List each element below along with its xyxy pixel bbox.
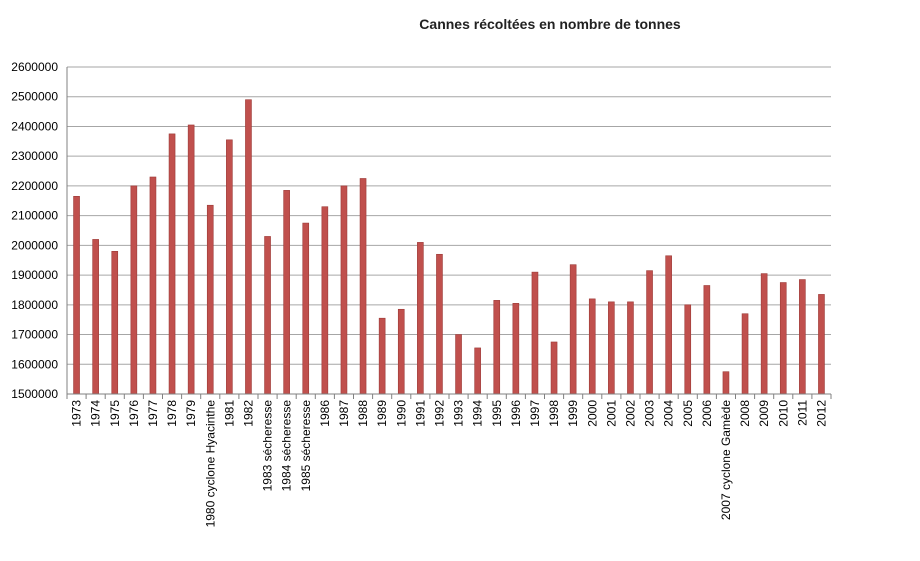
y-tick-label: 2200000 [11, 179, 58, 193]
x-tick-label: 1995 [490, 400, 504, 427]
y-tick-label: 1600000 [11, 357, 58, 371]
bar-13 [321, 206, 329, 395]
x-tick-label: 1982 [241, 400, 255, 427]
x-tick-label: 2001 [604, 400, 618, 427]
x-tick-label: 2008 [738, 400, 752, 427]
x-tick-label: 1991 [413, 400, 427, 427]
bar-25 [550, 341, 558, 395]
y-tick-label: 1700000 [11, 328, 58, 342]
bar-19 [436, 253, 443, 395]
bar-7 [206, 204, 214, 395]
bar-30 [646, 270, 653, 395]
x-tick-label: 2005 [681, 400, 695, 427]
bar-37 [779, 282, 787, 395]
x-tick-label: 1986 [318, 400, 332, 427]
x-tick-label: 1996 [509, 400, 523, 427]
bar-28 [608, 301, 615, 395]
bar-34 [722, 371, 730, 395]
x-tick-label: 1992 [432, 400, 446, 427]
x-tick-label: 1983 sécheresse [261, 400, 275, 492]
bar-26 [569, 264, 577, 395]
bar-4 [149, 176, 157, 395]
bar-24 [531, 271, 539, 395]
x-tick-label: 2007 cyclone Gamède [719, 400, 733, 520]
bar-27 [588, 298, 596, 395]
bar-18 [417, 242, 424, 395]
y-tick-label: 2000000 [11, 238, 58, 252]
x-tick-label: 1981 [222, 400, 236, 427]
y-tick-label: 2400000 [11, 119, 58, 133]
x-tick-label: 2011 [795, 400, 809, 426]
bar-12 [302, 222, 310, 395]
bar-39 [818, 294, 825, 395]
y-tick-label: 1800000 [11, 298, 58, 312]
x-tick-label: 1989 [375, 400, 389, 427]
bar-17 [397, 308, 405, 395]
x-tick-label: 1974 [89, 400, 103, 427]
y-tick-label: 2300000 [11, 149, 58, 163]
bar-38 [799, 279, 806, 395]
x-tick-label: 1997 [528, 400, 542, 427]
x-tick-label: 1980 cyclone Hyacinthe [203, 400, 217, 528]
bar-1 [92, 239, 99, 395]
x-tick-label: 2002 [623, 400, 637, 427]
bar-0 [73, 196, 80, 395]
x-tick-label: 1993 [452, 400, 466, 427]
bar-32 [684, 304, 692, 395]
chart-title: Cannes récoltées en nombre de tonnes [419, 16, 681, 32]
bar-22 [493, 300, 501, 395]
x-tick-label: 1975 [108, 400, 122, 427]
bar-2 [111, 251, 119, 395]
bar-3 [130, 185, 138, 395]
x-tick-label: 1999 [566, 400, 580, 427]
x-tick-label: 1994 [471, 400, 485, 427]
bar-35 [741, 313, 749, 395]
x-tick-label: 2012 [814, 400, 828, 427]
x-tick-label: 1990 [394, 400, 408, 427]
bar-23 [512, 303, 520, 395]
x-tick-label: 2010 [776, 400, 790, 427]
x-tick-label: 2006 [700, 400, 714, 427]
x-tick-label: 2003 [643, 400, 657, 427]
bar-16 [378, 317, 386, 395]
y-axis-tick-labels: 1500000 1600000 1700000 1800000 1900000 20000… [11, 60, 58, 401]
bars [73, 99, 825, 395]
x-tick-label: 1978 [165, 400, 179, 427]
x-tick-label: 1985 sécheresse [299, 400, 313, 492]
bar-9 [245, 99, 252, 395]
bar-29 [627, 301, 634, 395]
bar-6 [187, 124, 195, 395]
x-tick-label: 1998 [547, 400, 561, 427]
x-tick-label: 1977 [146, 400, 160, 427]
bar-31 [665, 255, 672, 395]
y-tick-label: 2600000 [11, 60, 58, 74]
bar-36 [760, 273, 768, 395]
x-tick-label: 1979 [184, 400, 198, 427]
bar-10 [264, 236, 271, 395]
bar-15 [359, 178, 367, 395]
y-tick-label: 2500000 [11, 90, 58, 104]
bar-33 [703, 285, 711, 395]
bar-11 [283, 190, 290, 395]
y-tick-label: 1900000 [11, 268, 58, 282]
bar-21 [474, 347, 481, 395]
axes [66, 67, 832, 399]
bar-5 [168, 133, 176, 395]
bar-8 [226, 139, 233, 395]
x-tick-label: 1976 [127, 400, 141, 427]
x-tick-label: 2009 [757, 400, 771, 427]
x-tick-label: 1987 [337, 400, 351, 427]
x-tick-label: 1973 [70, 400, 84, 427]
x-tick-label: 1984 sécheresse [280, 400, 294, 492]
gridlines [67, 66, 831, 395]
x-axis-tick-labels: 1973 1974 1975 1976 1977 1978 1979 1980 cyclone… [70, 400, 829, 528]
y-tick-label: 1500000 [11, 387, 58, 401]
x-tick-label: 2004 [662, 400, 676, 427]
bar-14 [340, 185, 348, 395]
x-tick-label: 2000 [585, 400, 599, 427]
x-tick-label: 1988 [356, 400, 370, 427]
bar-20 [455, 334, 462, 395]
y-tick-label: 2100000 [11, 209, 58, 223]
